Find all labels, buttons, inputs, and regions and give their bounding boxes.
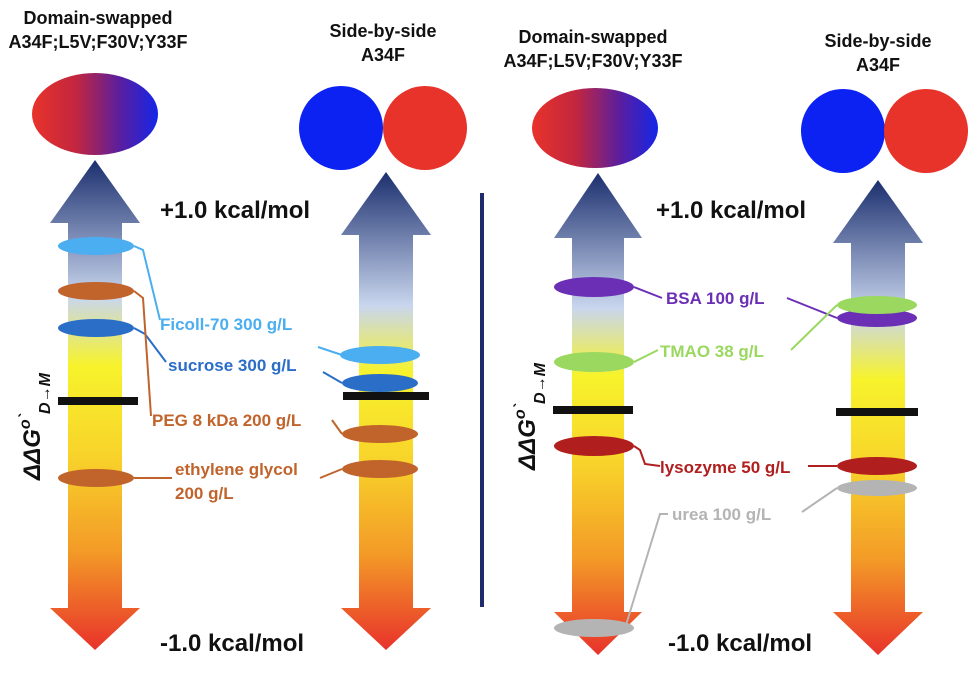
left-side-by-side-arrow bbox=[341, 172, 431, 650]
urea-label: urea 100 g/L bbox=[672, 505, 771, 524]
ethylene-glycol-leader-side-by-side bbox=[319, 468, 343, 479]
bsa-label: BSA 100 g/L bbox=[666, 289, 765, 308]
urea-leader-side-by-side bbox=[801, 487, 838, 513]
peg-marker-domain-swapped bbox=[58, 282, 134, 300]
sucrose-marker-side-by-side bbox=[342, 374, 418, 392]
left-side-by-side-title-line1: Side-by-side bbox=[329, 21, 436, 41]
ethylene-glycol-marker-domain-swapped bbox=[58, 469, 134, 487]
lysozyme-label: lysozyme 50 g/L bbox=[660, 458, 790, 477]
right-side-by-side-arrow bbox=[833, 180, 923, 655]
tmao-label: TMAO 38 g/L bbox=[660, 342, 764, 361]
urea-leader-domain-swapped bbox=[625, 513, 668, 626]
right-zero-line-domain-swapped bbox=[553, 406, 633, 414]
axis-label-left: ΔΔGo`D→M bbox=[17, 372, 54, 481]
left-scale-bottom: -1.0 kcal/mol bbox=[160, 630, 304, 657]
ethylene-glycol-marker-side-by-side bbox=[342, 460, 418, 478]
tmao-marker-side-by-side bbox=[837, 296, 917, 314]
ficoll-leader bbox=[133, 245, 161, 321]
left-scale-top: +1.0 kcal/mol bbox=[160, 197, 310, 224]
two-circles-icon bbox=[801, 89, 968, 173]
left-side-by-side-title-line2: A34F bbox=[361, 45, 405, 65]
ethylene-glycol-label-line1: ethylene glycol bbox=[175, 460, 298, 479]
peg-label: PEG 8 kDa 200 g/L bbox=[152, 411, 301, 430]
left-domain-swapped-title-line1: Domain-swapped bbox=[23, 8, 172, 28]
bsa-leader-side-by-side bbox=[786, 297, 838, 319]
two-circles-icon bbox=[299, 86, 467, 170]
urea-marker-side-by-side bbox=[837, 480, 917, 496]
right-side-by-side-title-line1: Side-by-side bbox=[824, 31, 931, 51]
sucrose-leader-side-by-side bbox=[322, 371, 343, 384]
ficoll-label: Ficoll-70 300 g/L bbox=[160, 315, 292, 334]
right-domain-swapped-title-line1: Domain-swapped bbox=[518, 27, 667, 47]
lysozyme-marker-domain-swapped bbox=[554, 436, 634, 456]
left-domain-swapped-title-line2: A34F;L5V;F30V;Y33F bbox=[8, 32, 187, 52]
axis-label-right: ΔΔGo`D→M bbox=[512, 362, 549, 471]
bsa-leader-domain-swapped bbox=[633, 286, 663, 299]
urea-marker-domain-swapped bbox=[554, 619, 634, 637]
right-domain-swapped-title-line2: A34F;L5V;F30V;Y33F bbox=[503, 51, 682, 71]
ficoll-marker-domain-swapped bbox=[58, 237, 134, 255]
right-panel: Domain-swapped A34F;L5V;F30V;Y33F Side-b… bbox=[503, 27, 968, 657]
panel-divider bbox=[480, 193, 484, 607]
peg-leader-side-by-side bbox=[331, 419, 343, 435]
tmao-leader-domain-swapped bbox=[633, 349, 659, 363]
peg-leader-domain-swapped bbox=[133, 290, 152, 417]
right-scale-bottom: -1.0 kcal/mol bbox=[668, 630, 812, 657]
fused-ellipse-icon bbox=[532, 88, 658, 168]
peg-marker-side-by-side bbox=[342, 425, 418, 443]
left-zero-line-domain-swapped bbox=[58, 397, 138, 405]
right-side-by-side-title-line2: A34F bbox=[856, 55, 900, 75]
sucrose-marker-domain-swapped bbox=[58, 319, 134, 337]
ficoll-leader-side-by-side bbox=[317, 346, 343, 356]
left-zero-line-side-by-side bbox=[343, 392, 429, 400]
fused-ellipse-icon bbox=[32, 73, 158, 155]
lysozyme-leader-domain-swapped bbox=[633, 445, 661, 467]
left-panel: Domain-swapped A34F;L5V;F30V;Y33F Side-b… bbox=[8, 8, 467, 657]
right-zero-line-side-by-side bbox=[836, 408, 918, 416]
ficoll-marker-side-by-side bbox=[340, 346, 420, 364]
tmao-leader-side-by-side bbox=[790, 304, 838, 351]
bsa-marker-domain-swapped bbox=[554, 277, 634, 297]
bsa-marker-side-by-side bbox=[837, 309, 917, 327]
right-scale-top: +1.0 kcal/mol bbox=[656, 197, 806, 224]
sucrose-label: sucrose 300 g/L bbox=[168, 356, 297, 375]
lysozyme-marker-side-by-side bbox=[837, 457, 917, 475]
ethylene-glycol-label-line2: 200 g/L bbox=[175, 484, 234, 503]
tmao-marker-domain-swapped bbox=[554, 352, 634, 372]
